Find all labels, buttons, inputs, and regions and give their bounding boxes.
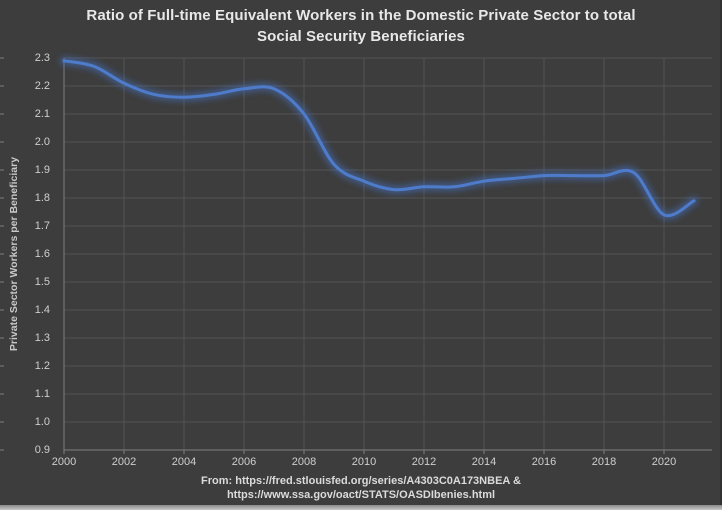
x-tick-label: 2002 (111, 456, 137, 468)
y-tick-label: 1.9 (34, 164, 50, 176)
axis-tick-marks (0, 57, 665, 454)
gridlines (64, 57, 712, 450)
window-bottom-edge (0, 505, 722, 510)
y-tick-label: 2.2 (34, 80, 50, 92)
y-tick-label: 1.7 (34, 220, 50, 232)
y-tick-label: 1.3 (34, 332, 50, 344)
x-tick-label: 2008 (291, 456, 317, 468)
source-line-2: https://www.ssa.gov/oact/STATS/OASDIbeni… (226, 488, 496, 501)
x-tick-label: 2014 (471, 456, 497, 468)
y-tick-label: 1.1 (34, 388, 50, 400)
x-tick-label: 2016 (531, 456, 557, 468)
series-line-glow (59, 56, 699, 221)
y-tick-label: 1.6 (34, 248, 50, 260)
x-tick-label: 2020 (651, 456, 677, 468)
y-tick-label: 0.9 (34, 444, 50, 456)
y-tick-label: 2.0 (34, 136, 50, 148)
y-tick-label: 2.1 (34, 108, 50, 120)
source-note: From: https://fred.stlouisfed.org/series… (0, 475, 722, 502)
y-tick-label: 1.4 (34, 304, 50, 316)
x-tick-label: 2004 (171, 456, 197, 468)
window-right-edge (720, 0, 722, 510)
y-tick-label: 1.5 (34, 276, 50, 288)
x-tick-label: 2010 (351, 456, 377, 468)
y-tick-label: 2.3 (34, 52, 50, 64)
x-tick-label: 2012 (411, 456, 437, 468)
x-tick-label: 2006 (231, 456, 257, 468)
y-tick-label: 1.2 (34, 360, 50, 372)
source-line-1: From: https://fred.stlouisfed.org/series… (201, 475, 521, 487)
y-tick-label: 1.8 (34, 192, 50, 204)
y-tick-label: 1.0 (34, 416, 50, 428)
series-line (62, 59, 696, 218)
chart-title: Ratio of Full-time Equivalent Workers in… (86, 7, 636, 45)
x-tick-label: 2018 (591, 456, 617, 468)
x-tick-label: 2000 (51, 456, 77, 468)
